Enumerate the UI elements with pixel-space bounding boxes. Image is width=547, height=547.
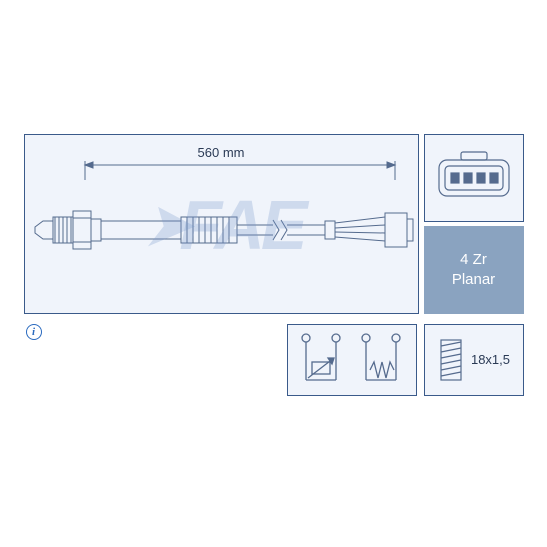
length-dimension: 560 mm [25, 145, 418, 160]
sensor-type-line1: 4 Zr [460, 250, 487, 270]
schematic-svg [292, 328, 412, 392]
sensor-drawing-panel: 560 mm [24, 134, 419, 314]
thread-icon [437, 336, 465, 384]
connector-svg [431, 146, 517, 210]
thread-spec-label: 18x1,5 [471, 352, 510, 367]
sensor-svg [25, 135, 420, 315]
info-icon[interactable]: i [26, 324, 42, 340]
sensor-type-line2: Planar [452, 270, 495, 290]
sensor-type-panel: 4 Zr Planar [424, 226, 524, 314]
schematic-panel [287, 324, 417, 396]
info-symbol: i [32, 326, 35, 338]
connector-panel [424, 134, 524, 222]
thread-panel: 18x1,5 [424, 324, 524, 396]
diagram-canvas: 560 mm [24, 134, 524, 414]
